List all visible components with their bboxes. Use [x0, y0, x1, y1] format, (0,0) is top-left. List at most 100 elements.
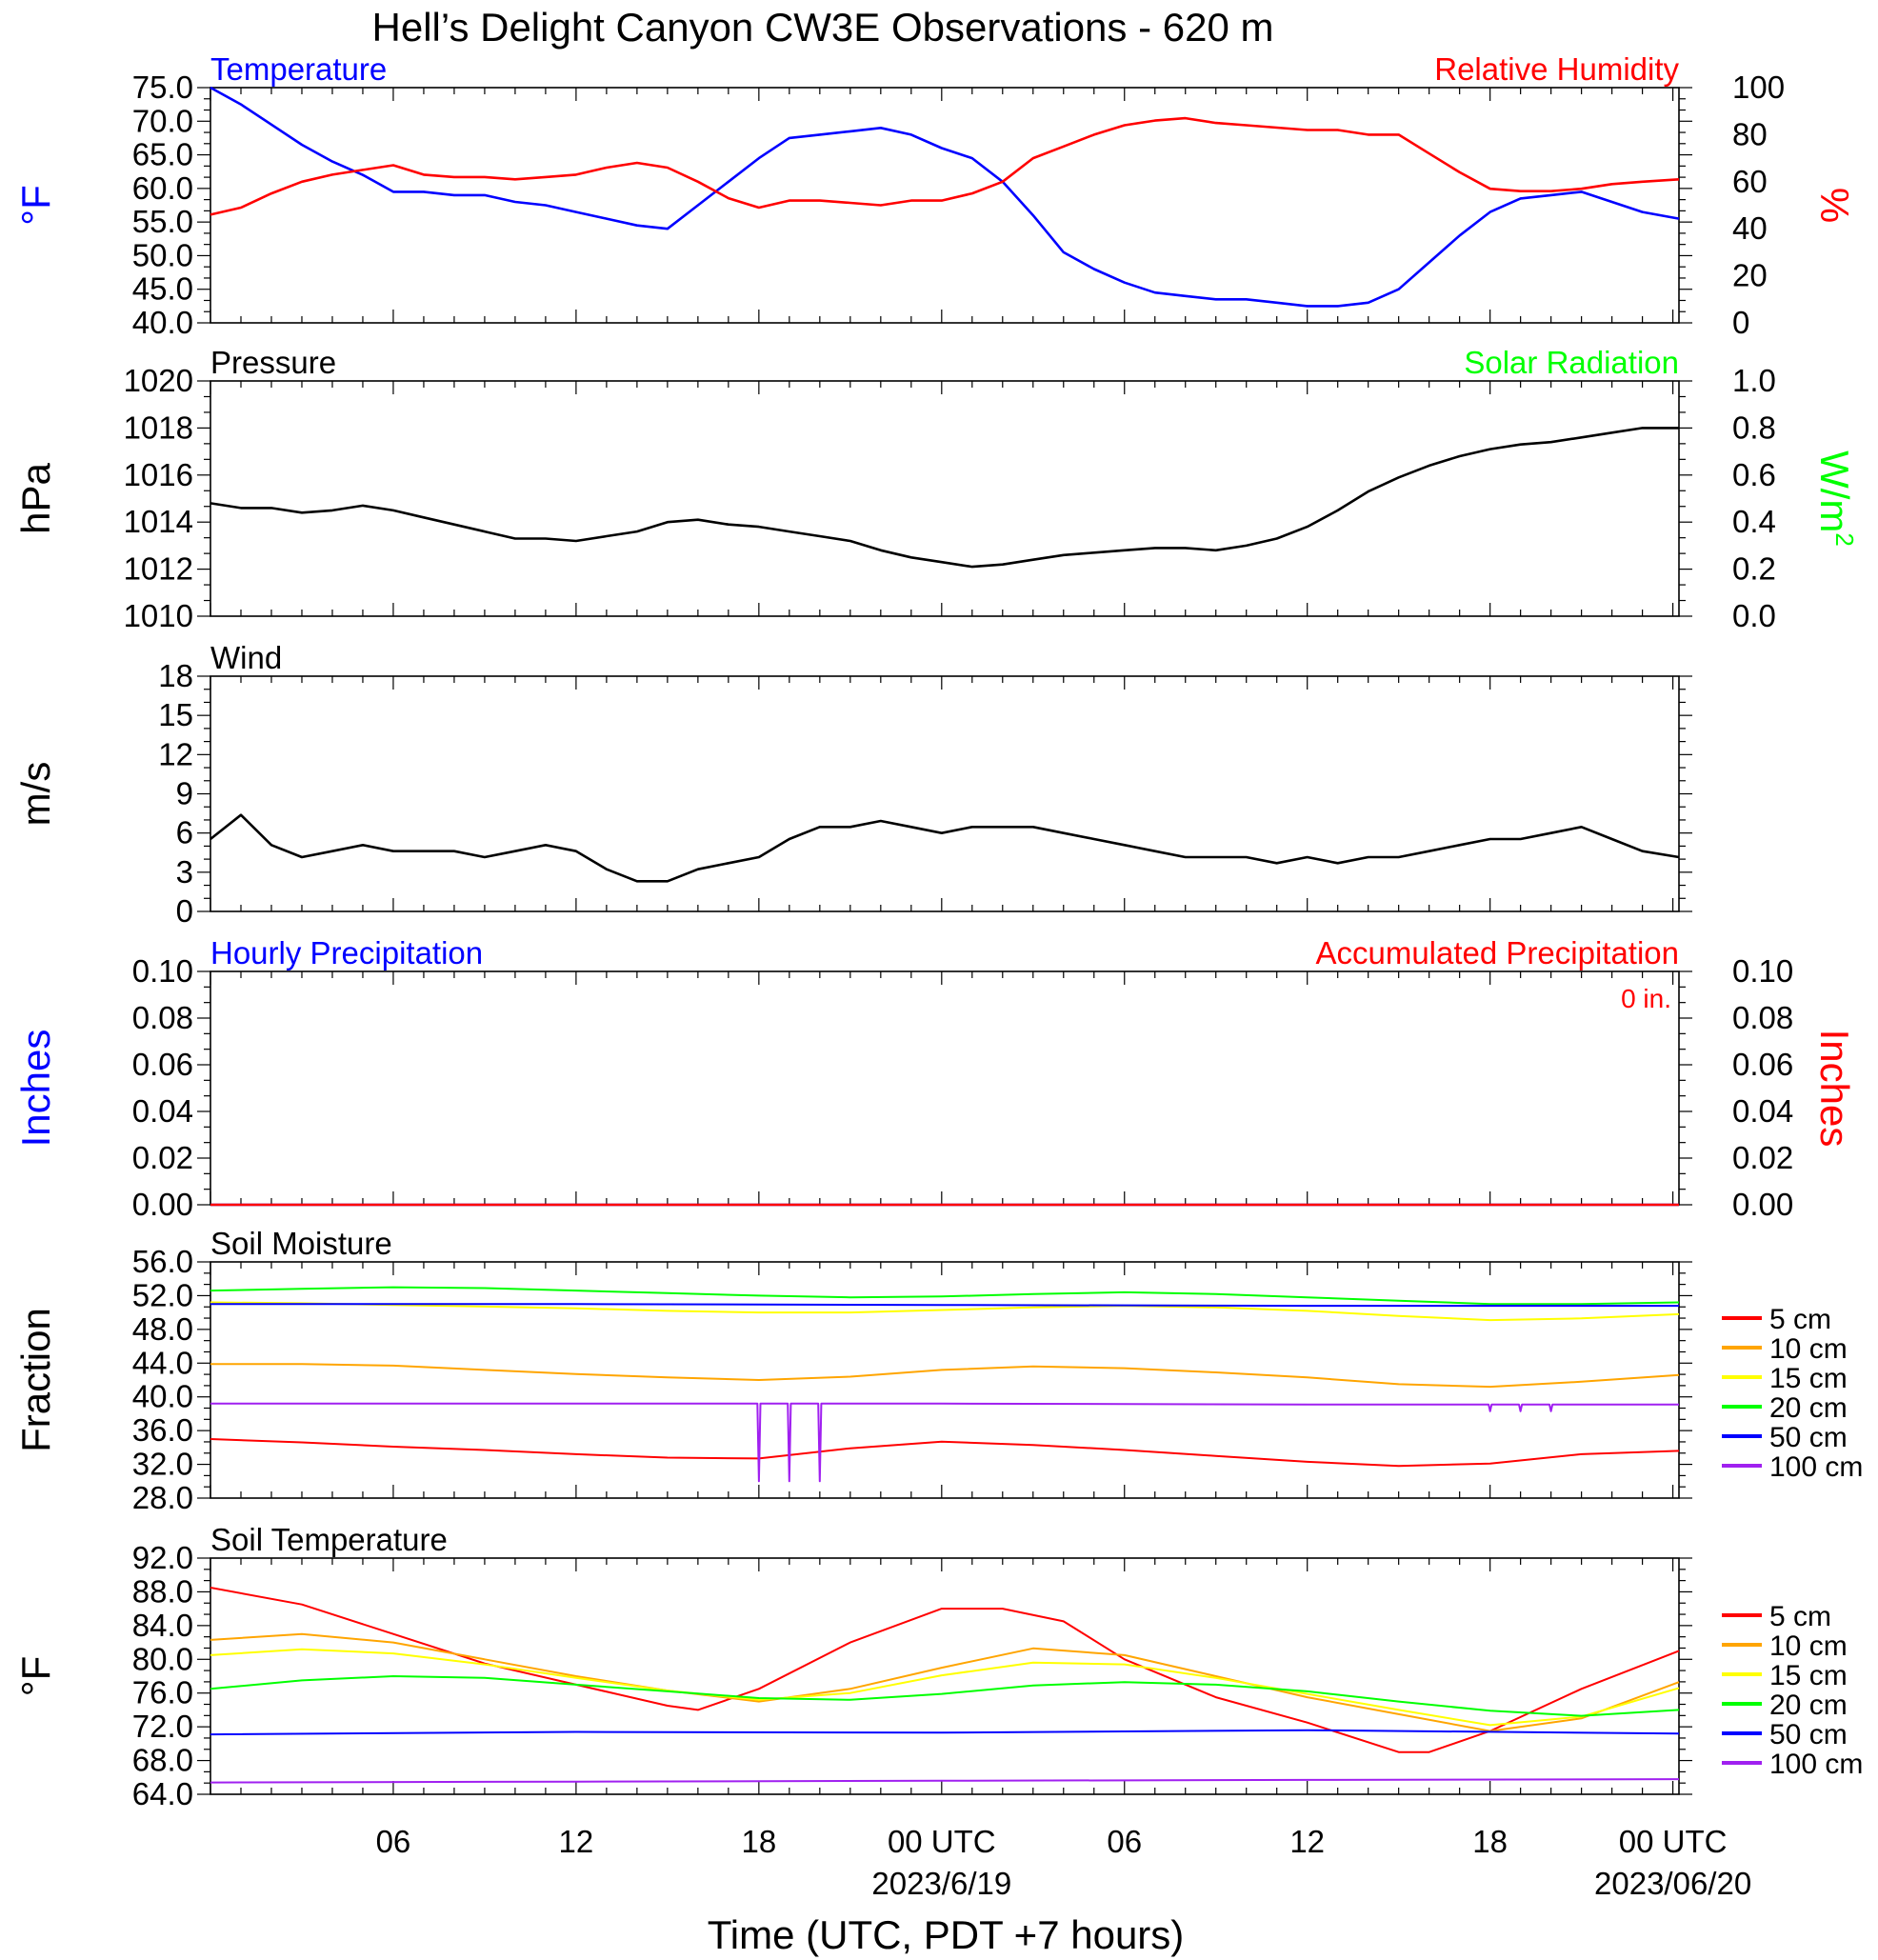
y2-tick-label: 80: [1732, 116, 1768, 151]
x-tick-label: 18: [1472, 1824, 1508, 1859]
legend-label: 20 cm: [1769, 1690, 1848, 1721]
y-tick-label: 1014: [124, 504, 193, 539]
y2-tick-label: 60: [1732, 164, 1768, 199]
legend-entry: 15 cm: [1722, 1363, 1848, 1394]
legend-label: 50 cm: [1769, 1422, 1848, 1453]
y2-axis-label: %: [1812, 188, 1857, 223]
y-axis-label: hPa: [13, 462, 58, 533]
y-tick-label: 64.0: [132, 1776, 193, 1811]
x-tick-label: 06: [376, 1824, 411, 1859]
plot-layer: 75.070.065.060.055.050.045.040.010080604…: [13, 51, 1863, 1901]
series-line-relative-humidity: [210, 116, 1680, 216]
plot-frame: [210, 1261, 1680, 1499]
series-line-5-cm: [210, 1438, 1680, 1468]
panel-title-left: Temperature: [210, 51, 387, 87]
y-tick-label: 65.0: [132, 137, 193, 172]
y-tick-label: 92.0: [132, 1540, 193, 1575]
series-line-50-cm: [210, 1303, 1679, 1308]
y2-tick-label: 0.4: [1732, 504, 1776, 539]
series-line-15-cm: [210, 1301, 1680, 1322]
x-tick-date-label: 2023/06/20: [1594, 1866, 1751, 1901]
y-tick-label: 84.0: [132, 1608, 193, 1643]
legend-label: 20 cm: [1769, 1392, 1848, 1424]
legend-entry: 50 cm: [1722, 1719, 1848, 1750]
y2-tick-label: 100: [1732, 70, 1785, 105]
panel-soil-temperature: 92.088.084.080.076.072.068.064.0 Soil Tem…: [13, 1522, 1692, 1811]
chart-title: Hell’s Delight Canyon CW3E Observations …: [372, 5, 1274, 50]
plot-frame: [210, 380, 1680, 617]
y-tick-label: 45.0: [132, 271, 193, 307]
series-line-100-cm: [210, 1778, 1680, 1784]
legend-label: 15 cm: [1769, 1363, 1848, 1394]
panel-precipitation: 0.10 0.08 0.06 0.04 0.02 0.00 0.10 0.08 0.06 0.04…: [13, 935, 1857, 1222]
y-tick-label: 3: [176, 854, 193, 890]
series-line-100-cm: [210, 1402, 1679, 1483]
y-tick-label: 36.0: [132, 1412, 193, 1448]
y-tick-label: 6: [176, 815, 193, 850]
y2-tick-label: 0.02: [1732, 1140, 1793, 1175]
y-tick-label: 60.0: [132, 170, 193, 206]
y-tick-label: 76.0: [132, 1675, 193, 1710]
legend-label: 100 cm: [1769, 1749, 1863, 1780]
y-axis-label: °F: [13, 185, 58, 225]
legend-label: 15 cm: [1769, 1660, 1848, 1691]
y-tick-label: 0.00: [132, 1187, 193, 1222]
plot-frame: [210, 87, 1680, 324]
y-axis-label: Inches: [13, 1030, 58, 1148]
y2-tick-label: 0.6: [1732, 457, 1776, 492]
y2-tick-label: 0.2: [1732, 551, 1776, 587]
y2-tick-label: 20: [1732, 258, 1768, 293]
series-line-20-cm: [210, 1286, 1680, 1306]
y-tick-label: 1012: [124, 551, 193, 587]
y-tick-label: 50.0: [132, 237, 193, 272]
plot-frame: [210, 1557, 1680, 1795]
y2-tick-label: 0.10: [1732, 953, 1793, 989]
y-tick-label: 80.0: [132, 1641, 193, 1676]
series-line-20-cm: [210, 1675, 1680, 1717]
y2-tick-label: 0.04: [1732, 1093, 1793, 1129]
y-tick-label: 0: [176, 893, 193, 929]
panel-pressure-solar: 1020 1018 1016 1014 1012 1010 1.0 0.8 0.6 0.4 0.2 0…: [13, 345, 1859, 633]
y-tick-label: 32.0: [132, 1447, 193, 1482]
y-tick-label: 12: [158, 736, 193, 771]
panel-temperature-humidity: 75.070.065.060.055.050.045.040.0 100 80 60 4…: [13, 51, 1857, 340]
y-tick-label: 1010: [124, 598, 193, 633]
legend-label: 50 cm: [1769, 1719, 1848, 1750]
legend-entry: 20 cm: [1722, 1392, 1848, 1424]
x-tick-label: 12: [1289, 1824, 1325, 1859]
y-tick-label: 1020: [124, 363, 193, 398]
y2-tick-label: 40: [1732, 210, 1768, 246]
legend-label: 5 cm: [1769, 1601, 1831, 1632]
series-line-wind: [210, 813, 1680, 883]
series-line-10-cm: [210, 1363, 1680, 1389]
legend-entry: 100 cm: [1722, 1451, 1863, 1483]
y-tick-label: 52.0: [132, 1277, 193, 1312]
x-tick-label: 12: [559, 1824, 594, 1859]
x-axis-label: Time (UTC, PDT +7 hours): [708, 1912, 1185, 1957]
y2-axis-label: Inches: [1812, 1030, 1857, 1148]
panel-title-right: Relative Humidity: [1434, 51, 1679, 87]
panel-title-right: Solar Radiation: [1464, 345, 1679, 380]
legend-entry: 10 cm: [1722, 1630, 1848, 1662]
y-tick-label: 40.0: [132, 1379, 193, 1414]
y-axis-label: °F: [13, 1656, 58, 1696]
panel-title-left: Hourly Precipitation: [210, 935, 483, 970]
y-tick-label: 0.02: [132, 1140, 193, 1175]
panel-title-left: Wind: [210, 640, 282, 675]
legend-entry: 100 cm: [1722, 1749, 1863, 1780]
x-tick-date-label: 2023/6/19: [871, 1866, 1011, 1901]
legend-label: 5 cm: [1769, 1304, 1831, 1335]
y-tick-label: 0.04: [132, 1093, 193, 1129]
x-tick-label: 00 UTC: [1619, 1824, 1728, 1859]
y-tick-label: 1016: [124, 457, 193, 492]
y-tick-label: 88.0: [132, 1573, 193, 1609]
y-tick-label: 9: [176, 776, 193, 811]
accumulated-total-label: 0 in.: [1621, 984, 1671, 1013]
y-tick-label: 15: [158, 697, 193, 732]
y-tick-label: 0.08: [132, 1000, 193, 1035]
y-axis-label: m/s: [13, 762, 58, 827]
y-tick-label: 75.0: [132, 70, 193, 105]
y2-axis-label-superscript: 2: [1830, 532, 1859, 546]
y-tick-label: 56.0: [132, 1244, 193, 1279]
